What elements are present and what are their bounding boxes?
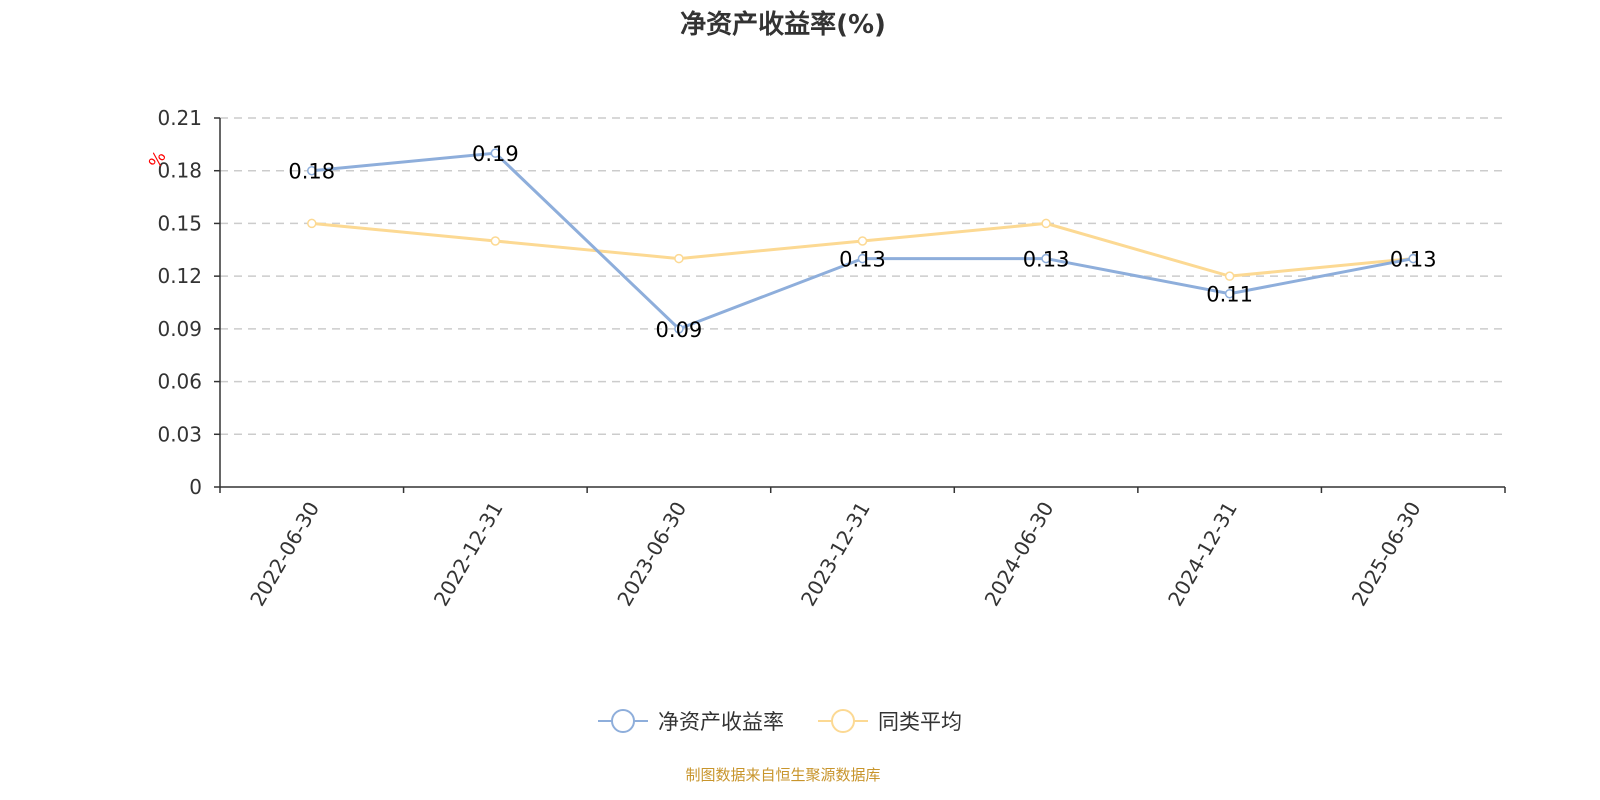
y-tick-label: 0.18	[157, 159, 202, 183]
data-point	[857, 236, 868, 246]
data-label: 0.09	[656, 318, 703, 342]
data-point	[307, 165, 317, 176]
data-point	[307, 218, 317, 229]
y-tick-label: 0.09	[157, 317, 202, 341]
y-tick-label: 0.21	[157, 106, 202, 130]
data-point	[490, 236, 501, 246]
data-source-footer: 制图数据来自恒生聚源数据库	[685, 766, 881, 784]
data-label: 0.13	[1023, 248, 1070, 272]
data-point	[857, 253, 868, 264]
y-tick-label: 0.15	[157, 211, 202, 235]
x-tick-label: 2024-06-30	[979, 498, 1058, 611]
data-label: 0.11	[1206, 283, 1253, 307]
data-label: 0.13	[839, 248, 886, 272]
y-tick-label: 0	[189, 475, 202, 499]
data-label: 0.13	[1390, 248, 1437, 272]
data-point	[1408, 253, 1418, 264]
data-point	[1041, 253, 1051, 264]
data-point	[1041, 218, 1051, 229]
y-tick-label: 0.12	[157, 264, 202, 288]
data-label: 0.18	[288, 160, 335, 184]
x-tick-label: 2024-12-31	[1163, 498, 1242, 611]
x-tick-label: 2022-12-31	[429, 498, 508, 611]
data-point	[1224, 288, 1235, 299]
legend-label: 同类平均	[878, 710, 962, 734]
data-label: 0.19	[472, 142, 519, 166]
x-tick-label: 2023-06-30	[612, 498, 691, 611]
y-tick-label: 0.03	[157, 422, 202, 446]
data-point	[674, 324, 684, 334]
legend-label: 净资产收益率	[658, 710, 784, 734]
data-point	[1224, 271, 1235, 281]
data-point	[490, 148, 501, 158]
chart-title: 净资产收益率(%)	[680, 10, 886, 40]
x-tick-label: 2023-12-31	[796, 498, 875, 611]
legend-marker-icon	[831, 709, 855, 733]
data-point	[674, 253, 684, 264]
x-tick-label: 2022-06-30	[245, 498, 324, 611]
x-tick-label: 2025-06-30	[1347, 498, 1426, 611]
legend-marker-icon	[611, 709, 635, 733]
y-tick-label: 0.06	[157, 370, 202, 394]
